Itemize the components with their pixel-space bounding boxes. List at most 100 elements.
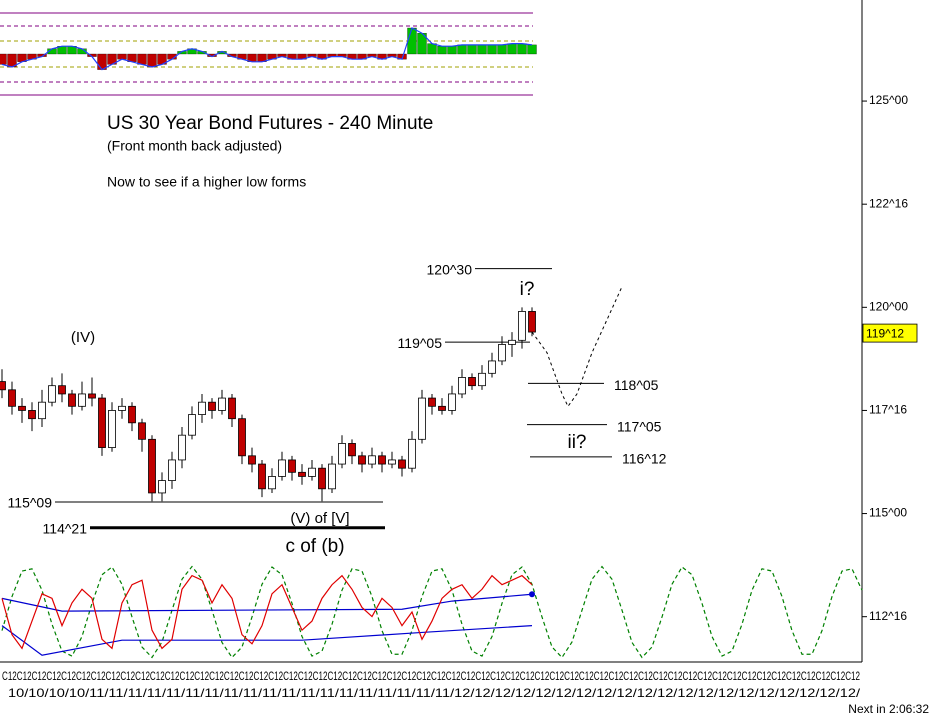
candle-body bbox=[278, 459, 286, 477]
wave-label: i? bbox=[520, 279, 535, 300]
oscillator-bar bbox=[527, 44, 537, 55]
oscillator-bar bbox=[467, 44, 477, 55]
candle-body bbox=[428, 397, 436, 407]
oscillator-bar bbox=[447, 46, 457, 55]
oscillator-bar bbox=[497, 44, 507, 55]
candle-body bbox=[348, 443, 356, 457]
cycle-line bbox=[1, 625, 533, 656]
y-tick-label: 117^16 bbox=[869, 403, 907, 417]
candle-body bbox=[208, 401, 216, 411]
candle-body bbox=[328, 463, 336, 490]
candle-body bbox=[488, 360, 496, 374]
candle-body bbox=[458, 377, 466, 395]
candle-body bbox=[268, 476, 276, 490]
wave-label: c of (b) bbox=[285, 536, 344, 557]
candle-body bbox=[378, 455, 386, 465]
y-tick-label: 112^16 bbox=[869, 609, 907, 623]
level-label: 120^30 bbox=[427, 261, 473, 277]
oscillator-bar bbox=[147, 53, 157, 68]
wave-label: (IV) bbox=[71, 329, 95, 346]
candle-body bbox=[188, 414, 196, 436]
candle-body bbox=[338, 443, 346, 465]
candle-body bbox=[288, 459, 296, 473]
oscillator-line bbox=[1, 27, 533, 71]
cycle-line bbox=[1, 574, 533, 650]
oscillator-bar bbox=[457, 44, 467, 55]
level-label: 119^05 bbox=[398, 335, 443, 351]
band-end-dot bbox=[529, 591, 535, 598]
x-tick-labels: 10/10/10/10/11/11/11/11/11/11/11/11/11/1… bbox=[8, 686, 861, 700]
candle-body bbox=[358, 455, 366, 465]
candle-body bbox=[118, 405, 126, 411]
y-tick-label: 122^16 bbox=[869, 196, 908, 210]
candle-body bbox=[38, 401, 46, 420]
last-price-label: 119^12 bbox=[866, 326, 904, 340]
candle-body bbox=[368, 455, 376, 465]
candle-body bbox=[448, 393, 456, 411]
candle-body bbox=[178, 434, 186, 461]
candle-body bbox=[58, 385, 66, 395]
oscillator-bar bbox=[137, 53, 147, 65]
cycle-line bbox=[1, 565, 863, 659]
candle-body bbox=[78, 393, 86, 407]
candle-body bbox=[98, 397, 106, 448]
candle-body bbox=[88, 393, 96, 399]
wave-label: ii? bbox=[567, 432, 586, 453]
candle-body bbox=[478, 372, 486, 387]
candle-body bbox=[468, 377, 476, 387]
candle-body bbox=[258, 463, 266, 490]
candle-body bbox=[308, 467, 316, 477]
oscillator-bar bbox=[0, 53, 7, 65]
oscillator-guides bbox=[0, 12, 533, 96]
projection-line bbox=[531, 286, 623, 408]
candle-body bbox=[198, 401, 206, 415]
last-price-box bbox=[862, 323, 918, 343]
oscillator-bar bbox=[507, 43, 517, 55]
candle-body bbox=[518, 311, 526, 341]
candle-body bbox=[8, 389, 16, 407]
x-tick-labels: C12C12C12C12C12C12C12C12C12C12C12C12C12C… bbox=[2, 669, 860, 683]
y-tick-label: 115^00 bbox=[869, 506, 907, 520]
candle-body bbox=[398, 459, 406, 469]
status-text: Next in 2:06:32 bbox=[848, 702, 929, 716]
y-tick-label: 120^00 bbox=[869, 299, 908, 313]
candle-body bbox=[128, 405, 136, 424]
candle-body bbox=[508, 339, 516, 345]
candle-body bbox=[108, 410, 116, 448]
chart-note: Now to see if a higher low forms bbox=[107, 174, 306, 190]
candle-body bbox=[148, 438, 156, 494]
oscillator-bar bbox=[97, 53, 107, 70]
candle-body bbox=[168, 459, 176, 481]
candle-body bbox=[248, 455, 256, 465]
y-tick-label: 125^00 bbox=[869, 93, 908, 107]
candle-body bbox=[68, 393, 76, 407]
level-label: 116^12 bbox=[622, 451, 667, 467]
candle-body bbox=[28, 410, 36, 420]
oscillator-bar bbox=[117, 53, 127, 60]
level-label: 115^09 bbox=[8, 495, 53, 511]
chart-title: US 30 Year Bond Futures - 240 Minute bbox=[107, 113, 433, 134]
oscillator-bar bbox=[517, 43, 527, 55]
candle-body bbox=[418, 397, 426, 440]
chart-subtitle: (Front month back adjusted) bbox=[107, 138, 282, 154]
candle-body bbox=[438, 405, 446, 411]
candle-body bbox=[238, 418, 246, 457]
oscillator-bar bbox=[477, 44, 487, 55]
candle-body bbox=[498, 344, 506, 362]
candle-body bbox=[0, 381, 6, 391]
candle-body bbox=[138, 422, 146, 440]
candle-body bbox=[48, 385, 56, 403]
candle-body bbox=[318, 467, 326, 490]
wave-label: (V) of [V] bbox=[290, 510, 349, 527]
candle-body bbox=[528, 311, 536, 333]
candle-body bbox=[18, 405, 26, 411]
level-label: 118^05 bbox=[614, 377, 659, 393]
oscillator-bar bbox=[487, 44, 497, 55]
cycle-line bbox=[1, 593, 533, 612]
candle-body bbox=[298, 471, 306, 477]
candle-body bbox=[388, 459, 396, 465]
candle-body bbox=[158, 480, 166, 494]
candle-body bbox=[228, 397, 236, 420]
candle-body bbox=[408, 438, 416, 469]
